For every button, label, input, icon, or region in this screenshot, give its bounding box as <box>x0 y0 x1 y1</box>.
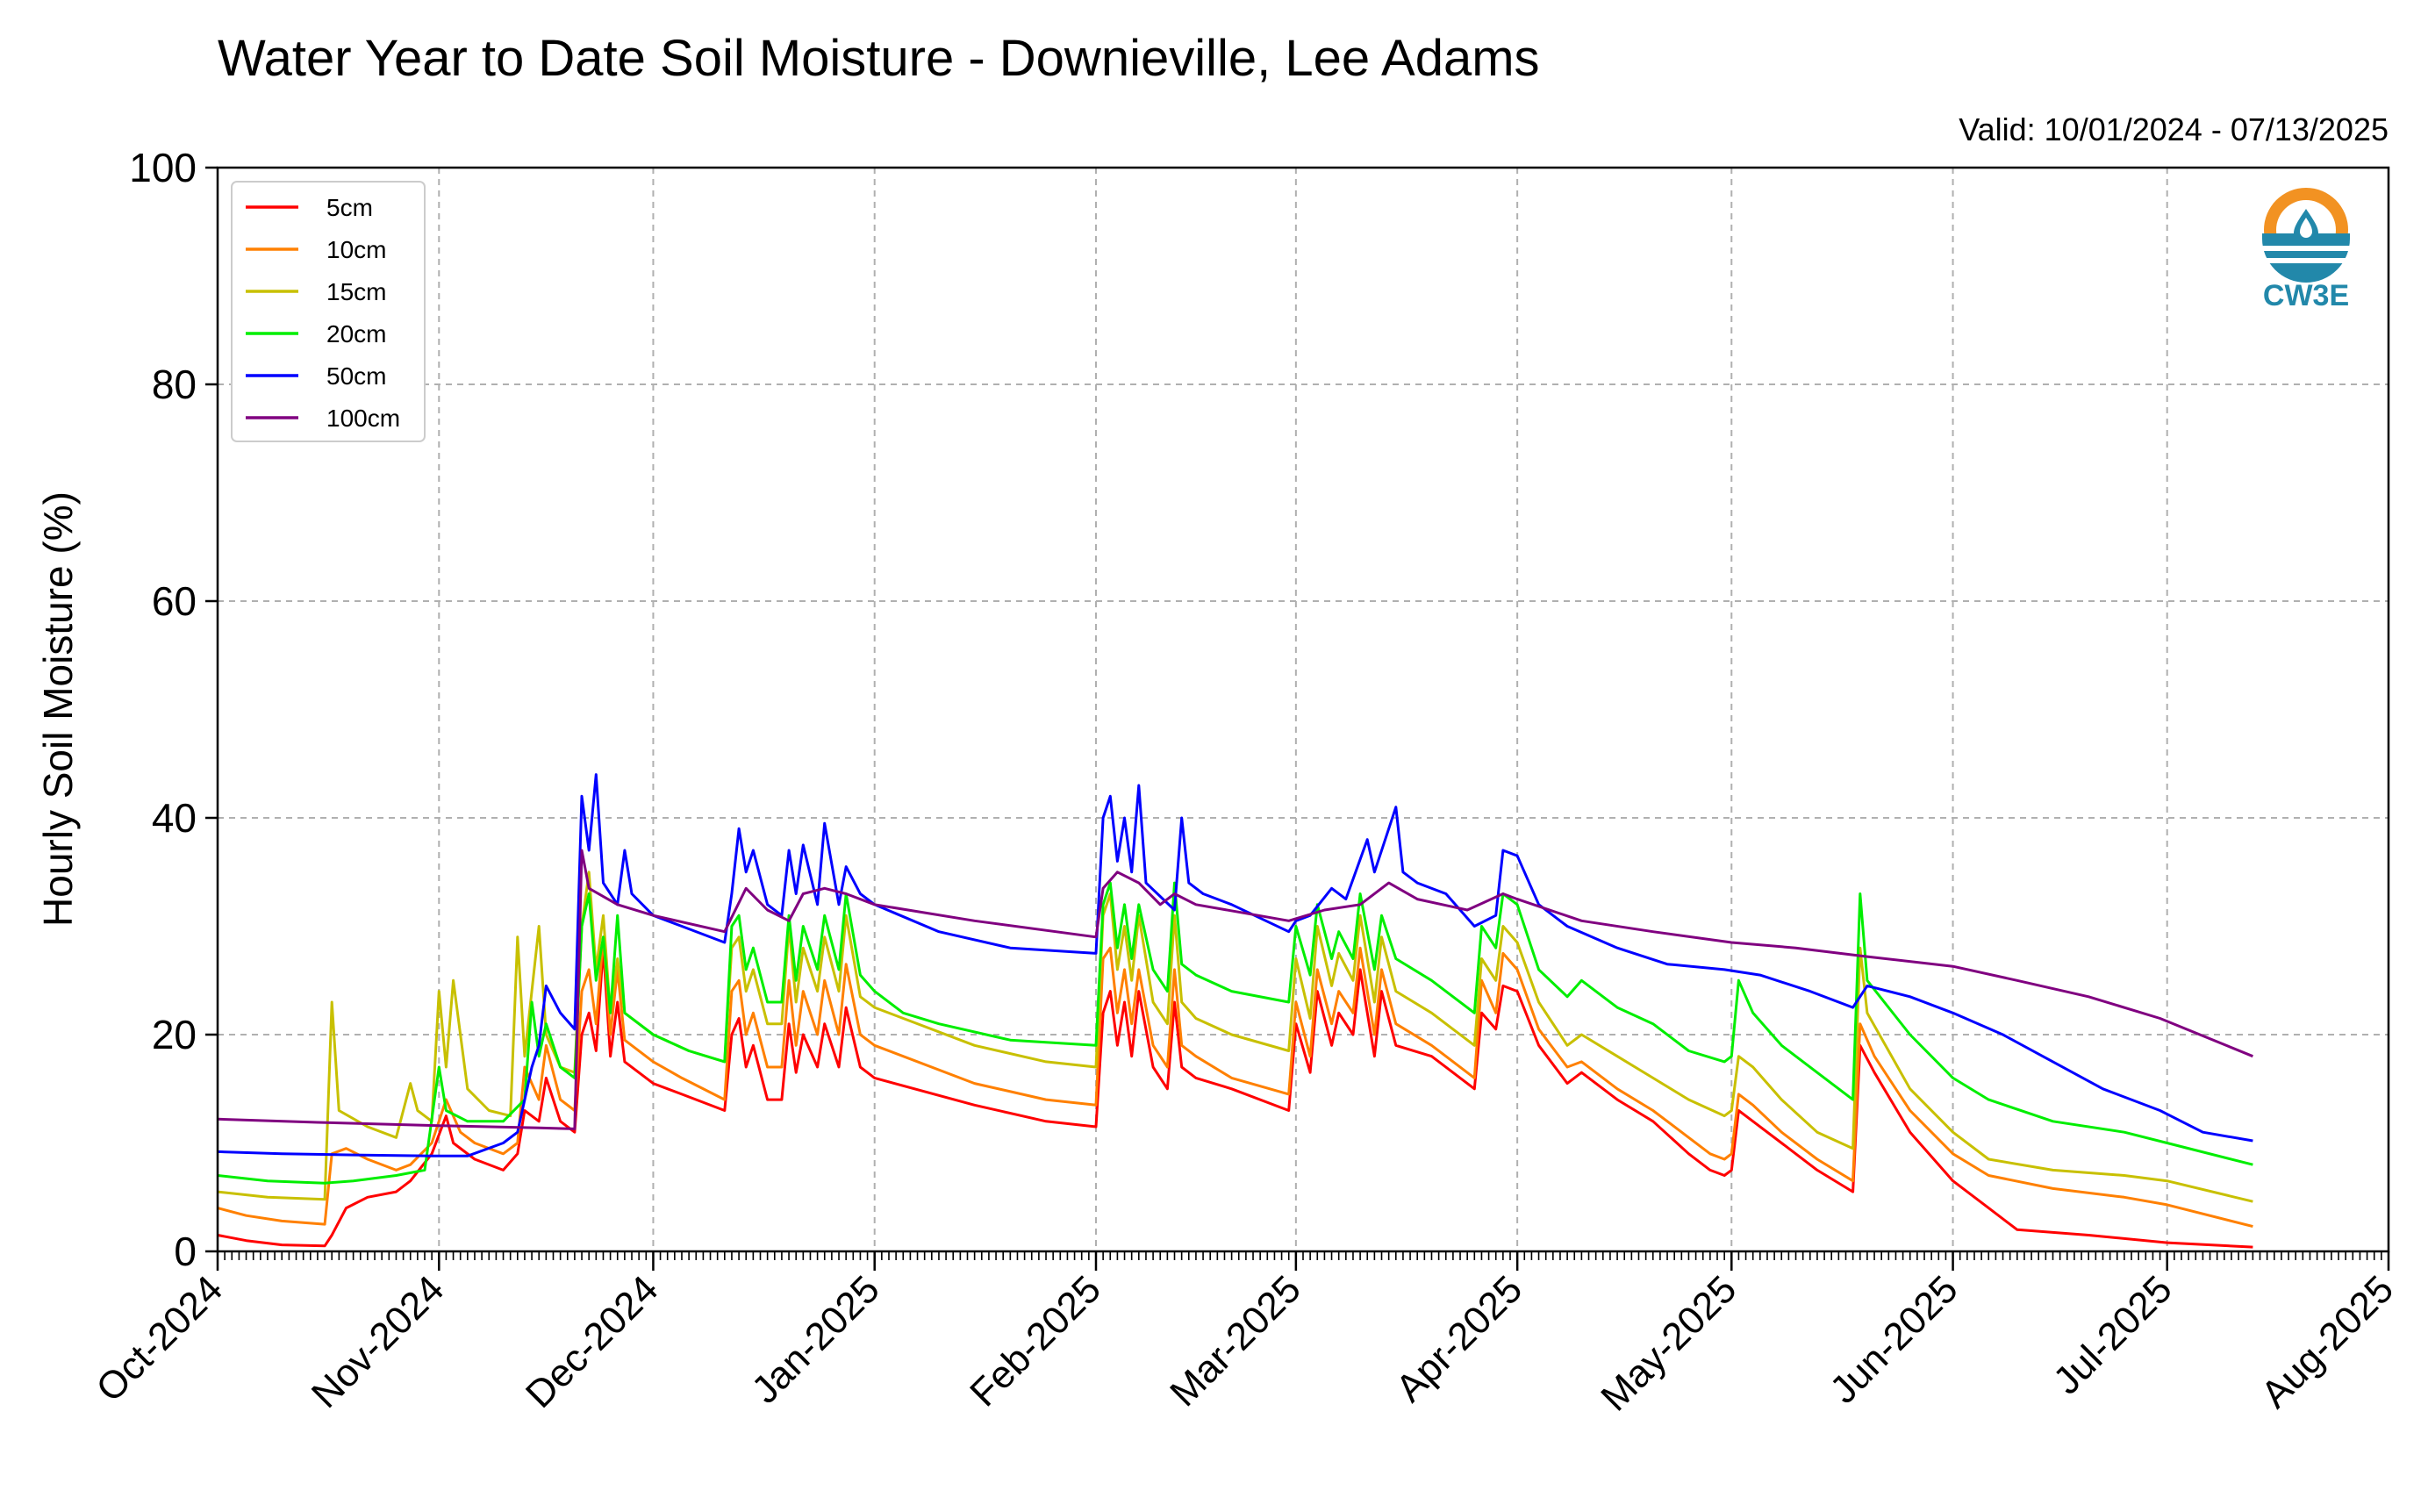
x-tick-label: Dec-2024 <box>518 1267 667 1416</box>
x-tick-label: Jun-2025 <box>1822 1267 1966 1411</box>
legend-label-100cm: 100cm <box>326 405 400 432</box>
y-tick-label: 40 <box>152 795 197 841</box>
legend-label-10cm: 10cm <box>326 236 386 263</box>
y-tick-label: 100 <box>129 145 197 190</box>
x-tick-label: Oct-2024 <box>88 1267 231 1410</box>
x-tick-label: May-2025 <box>1593 1267 1744 1419</box>
x-tick-label: Jan-2025 <box>743 1267 887 1411</box>
legend-label-5cm: 5cm <box>326 194 373 221</box>
y-tick-label: 60 <box>152 578 197 624</box>
series-line-100cm <box>217 849 2253 1130</box>
water-drop-logo-icon <box>2262 188 2350 283</box>
chart-title: Water Year to Date Soil Moisture - Downi… <box>218 30 1540 87</box>
series-line-5cm <box>217 946 2253 1249</box>
valid-date-range: Valid: 10/01/2024 - 07/13/2025 <box>1959 111 2389 147</box>
x-tick-label: Mar-2025 <box>1162 1267 1309 1415</box>
legend-label-20cm: 20cm <box>326 320 386 348</box>
legend: 5cm 10cm 15cm 20cm 50cm 100cm <box>231 181 426 442</box>
x-tick-label: Jul-2025 <box>2045 1267 2181 1402</box>
y-axis-label: Hourly Soil Moisture (%) <box>35 491 81 927</box>
legend-label-50cm: 50cm <box>326 362 386 390</box>
series-lines <box>217 773 2253 1249</box>
x-tick-label: Nov-2024 <box>304 1267 453 1416</box>
y-tick-label: 80 <box>152 362 197 407</box>
x-tick-label: Feb-2025 <box>962 1267 1109 1415</box>
axes: 0 20 40 60 80 100 Oct-2024 Nov-2024 Dec-2024 Jan-… <box>88 145 2402 1419</box>
cw3e-logo: CW3E <box>2262 188 2350 312</box>
series-line-10cm <box>217 935 2253 1229</box>
series-line-50cm <box>217 773 2253 1157</box>
x-tick-label: Aug-2025 <box>2253 1267 2402 1416</box>
series-line-15cm <box>217 871 2253 1203</box>
y-tick-label: 20 <box>152 1012 197 1057</box>
y-tick-label: 0 <box>174 1229 197 1274</box>
grid-lines <box>218 168 2389 1251</box>
series-line-20cm <box>217 881 2253 1185</box>
cw3e-logo-text: CW3E <box>2263 279 2349 312</box>
x-tick-label: Apr-2025 <box>1388 1267 1531 1410</box>
legend-label-15cm: 15cm <box>326 278 386 305</box>
